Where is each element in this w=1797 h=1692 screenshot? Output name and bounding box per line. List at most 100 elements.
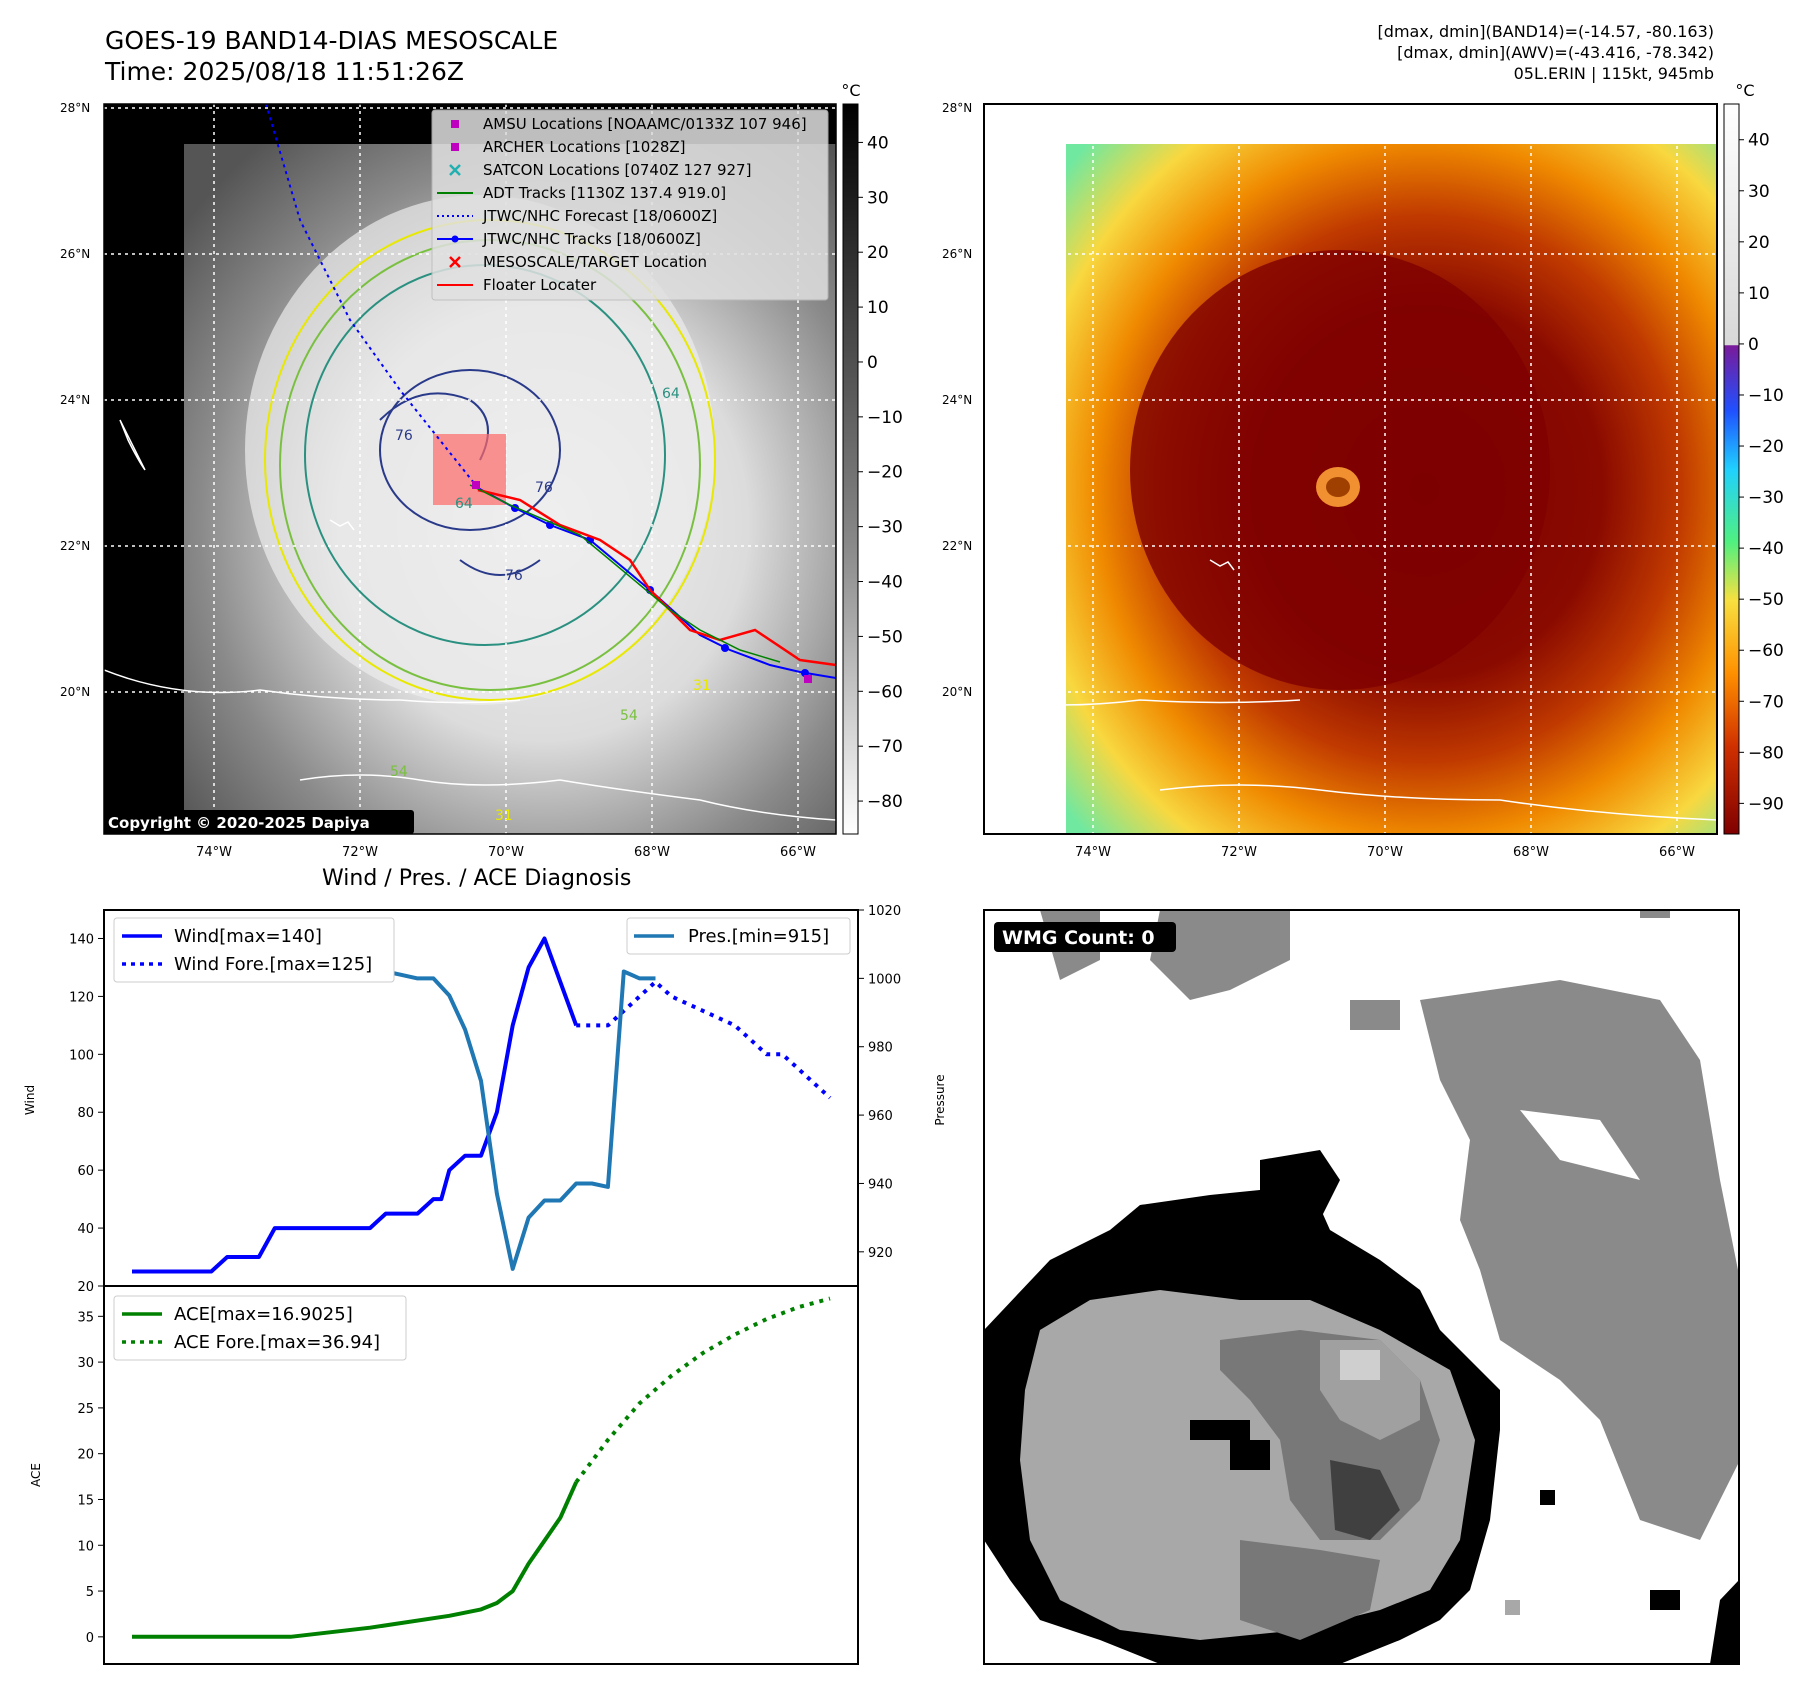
contour-label: 76 bbox=[505, 568, 523, 584]
pres-ytick-label: 960 bbox=[868, 1109, 893, 1124]
pres-ytick-label: 1020 bbox=[868, 904, 901, 919]
colorbar-tick-label: −70 bbox=[1748, 692, 1784, 712]
coastline-cuba bbox=[104, 669, 521, 704]
legend-marker-x bbox=[449, 256, 461, 268]
lon-label: 74°W bbox=[196, 845, 232, 860]
colorbar-gray-bar bbox=[842, 103, 859, 835]
wind-ytick-label: 80 bbox=[77, 1106, 94, 1121]
info-band14: [dmax, dmin](BAND14)=(-14.57, -80.163) bbox=[1377, 22, 1714, 41]
lat-label: 22°N bbox=[60, 539, 90, 553]
lat-labels-2: 28°N 26°N 24°N 22°N 20°N bbox=[942, 101, 972, 699]
pres-ytick-label: 920 bbox=[868, 1246, 893, 1261]
series-line-0 bbox=[132, 936, 579, 1274]
legend-label: AMSU Locations [NOAAMC/0133Z 107 946] bbox=[483, 115, 807, 133]
map2-frame bbox=[983, 103, 1718, 835]
lon-labels-1: 74°W 72°W 70°W 68°W 66°W bbox=[196, 845, 816, 860]
wmg-frame bbox=[983, 909, 1740, 1665]
ace-chart: 0 5 10 15 20 25 30 35 ACE ACE[max=16.9025] ACE … bbox=[29, 1285, 859, 1665]
figure-title: GOES-19 BAND14-DIAS MESOSCALE bbox=[105, 26, 559, 55]
wmg-label-box bbox=[994, 922, 1176, 952]
ace-ytick-label: 0 bbox=[86, 1631, 94, 1646]
colorbar-tick-label: 0 bbox=[1748, 335, 1759, 355]
contour-label: 31 bbox=[495, 808, 513, 824]
colorbar-tick-label: −70 bbox=[867, 737, 903, 757]
coastline-hispaniola-2 bbox=[1159, 784, 1717, 821]
pressure-axis-label: Pressure bbox=[933, 1074, 947, 1125]
lon-label: 70°W bbox=[488, 845, 524, 860]
copyright-box bbox=[104, 810, 414, 834]
legend-label: JTWC/NHC Tracks [18/0600Z] bbox=[482, 230, 701, 248]
colorbar-tick-label: −20 bbox=[867, 463, 903, 483]
colorbar-gray-unit: °C bbox=[841, 81, 860, 100]
wmg-panel: WMG Count: 0 bbox=[983, 909, 1740, 1665]
lat-label: 20°N bbox=[60, 685, 90, 699]
colorbar-tick-label: −10 bbox=[1748, 386, 1784, 406]
adt-track bbox=[469, 484, 781, 663]
lat-label: 22°N bbox=[942, 539, 972, 553]
lon-label: 68°W bbox=[634, 845, 670, 860]
pres-ytick-label: 940 bbox=[868, 1177, 893, 1192]
contour-labels: 76 64 76 76 64 54 31 54 31 bbox=[390, 386, 711, 824]
wind-ytick-label: 120 bbox=[69, 990, 94, 1005]
legend-label: ARCHER Locations [1028Z] bbox=[483, 138, 686, 156]
wmg-image bbox=[984, 910, 1740, 1664]
lat-label: 26°N bbox=[60, 247, 90, 261]
lon-label: 66°W bbox=[1659, 845, 1695, 860]
map-frame bbox=[103, 103, 837, 835]
ace-ytick-label: 10 bbox=[77, 1539, 94, 1554]
ace-ytick-label: 5 bbox=[86, 1585, 94, 1600]
colorbar-gray: °C 40 30 20 10 0 −10 −20 −30 −40 −50 −60 −70 −80 bbox=[841, 81, 903, 835]
wind-ytick-label: 100 bbox=[69, 1048, 94, 1063]
coastline-hispaniola bbox=[299, 774, 836, 821]
colorbar-color-bar bbox=[1723, 103, 1740, 835]
contour-76 bbox=[379, 369, 561, 531]
map2-grid bbox=[984, 104, 1717, 834]
ace-axis-label: ACE bbox=[29, 1463, 43, 1487]
colorbar-tick-label: −20 bbox=[1748, 437, 1784, 457]
legend-label: ADT Tracks [1130Z 137.4 919.0] bbox=[483, 184, 726, 202]
wmg-count: WMG Count: 0 bbox=[1002, 927, 1155, 949]
colorbar-tick-label: 40 bbox=[867, 133, 889, 153]
contour-label: 64 bbox=[662, 386, 680, 402]
pres-ytick-label: 980 bbox=[868, 1041, 893, 1056]
lat-label: 24°N bbox=[60, 393, 90, 407]
colorbar-tick-label: −80 bbox=[1748, 743, 1784, 763]
ace-legend-box bbox=[113, 1295, 407, 1361]
figure-time: Time: 2025/08/18 11:51:26Z bbox=[105, 57, 464, 86]
legend-marker-dot bbox=[451, 235, 459, 243]
colorbar-color: °C 40 30 20 10 0 −10 −20 −30 −40 −50 −60 −70 −80 −90 bbox=[1723, 81, 1784, 835]
lon-labels-2: 74°W 72°W 70°W 68°W 66°W bbox=[1075, 845, 1695, 860]
lat-labels-1: 28°N 26°N 24°N 22°N 20°N bbox=[60, 101, 90, 699]
contour-label: 54 bbox=[620, 708, 638, 724]
colorbar-tick-label: 10 bbox=[867, 298, 889, 318]
colorbar-tick-label: 30 bbox=[867, 188, 889, 208]
wind-ytick-label: 40 bbox=[77, 1222, 94, 1237]
wind-pressure-chart: 20 40 60 80 100 120 140 920 940 960 980 1000 1020 W… bbox=[23, 904, 947, 1295]
diagnosis-title: Wind / Pres. / ACE Diagnosis bbox=[322, 866, 632, 891]
legend-marker-square bbox=[451, 120, 459, 128]
awv-eye-inner bbox=[1326, 477, 1350, 497]
pres-ytick-label: 1000 bbox=[868, 972, 901, 987]
colorbar-tick-label: −50 bbox=[1748, 590, 1784, 610]
colorbar-tick-label: −40 bbox=[1748, 539, 1784, 559]
coastline-bahamas-2 bbox=[1209, 559, 1235, 571]
info-awv: [dmax, dmin](AWV)=(-43.416, -78.342) bbox=[1397, 43, 1714, 62]
copyright: Copyright © 2020-2025 Dapiya bbox=[108, 814, 370, 832]
colorbar-tick-label: −40 bbox=[867, 573, 903, 593]
ace-ytick-label: 15 bbox=[77, 1493, 94, 1508]
wind-ytick-label: 20 bbox=[77, 1280, 94, 1295]
coastline-cuba-2 bbox=[984, 699, 1301, 706]
wind-ytick-label: 140 bbox=[69, 932, 94, 947]
ace-ytick-label: 30 bbox=[77, 1356, 94, 1371]
legend-label: MESOSCALE/TARGET Location bbox=[483, 253, 707, 271]
colorbar-tick-label: 40 bbox=[1748, 131, 1770, 151]
colorbar-tick-label: 20 bbox=[867, 243, 889, 263]
ace-ytick-label: 20 bbox=[77, 1448, 94, 1463]
legend-label: JTWC/NHC Forecast [18/0600Z] bbox=[482, 207, 717, 225]
lon-label: 70°W bbox=[1367, 845, 1403, 860]
lon-label: 68°W bbox=[1513, 845, 1549, 860]
lon-label: 74°W bbox=[1075, 845, 1111, 860]
coastline-bahamas bbox=[329, 519, 355, 531]
colorbar-tick-label: −60 bbox=[867, 682, 903, 702]
colorbar-tick-label: 20 bbox=[1748, 233, 1770, 253]
